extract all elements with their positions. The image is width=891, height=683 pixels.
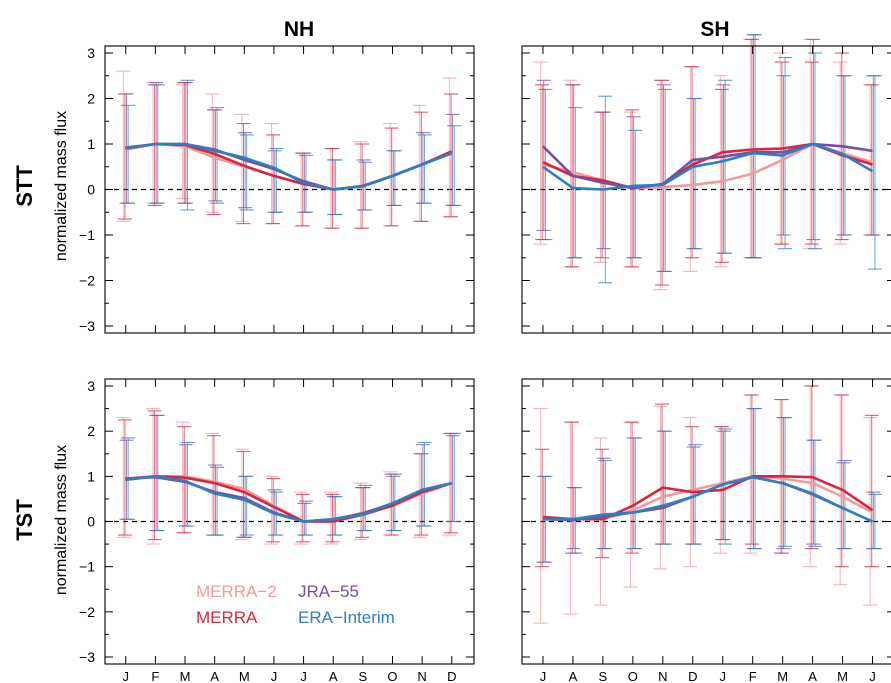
- y-tick-label: −2: [79, 273, 95, 289]
- x-tick-label: O: [628, 669, 638, 683]
- y-tick-label: 2: [87, 423, 95, 439]
- x-tick-label: F: [151, 669, 159, 683]
- x-tick-label: D: [447, 669, 456, 683]
- series-line-era-interim: [125, 142, 453, 191]
- col-title-sh: SH: [700, 18, 729, 41]
- row-title-tst: TST: [12, 499, 37, 541]
- legend: MERRA−2 JRA−55 MERRA ERA−Interim: [196, 582, 395, 627]
- legend-jra55: JRA−55: [298, 582, 359, 601]
- x-tick-label: A: [808, 669, 817, 683]
- legend-merra2: MERRA−2: [196, 582, 277, 601]
- y-tick-label: 2: [87, 91, 95, 107]
- y-tick-label: −1: [79, 559, 95, 575]
- y-tick-label: 0: [87, 182, 95, 198]
- row-title-stt: STT: [12, 165, 37, 207]
- x-tick-label: M: [239, 669, 250, 683]
- x-tick-label: M: [777, 669, 788, 683]
- series-line-merra: [125, 474, 453, 523]
- x-tick-label: S: [359, 669, 368, 683]
- x-tick-label: N: [658, 669, 667, 683]
- x-tick-label: J: [300, 669, 307, 683]
- series-line-merra-2: [542, 142, 873, 190]
- series-line-jra-55: [125, 142, 453, 191]
- x-tick-label: F: [749, 669, 757, 683]
- y-tick-label: 3: [87, 378, 95, 394]
- x-tick-label: D: [688, 669, 697, 683]
- x-tick-label: N: [417, 669, 426, 683]
- panel-stt-sh: [521, 34, 891, 334]
- x-tick-label: J: [271, 669, 278, 683]
- ylabel-tst: normalized mass flux: [53, 445, 70, 595]
- x-tick-label: M: [180, 669, 191, 683]
- y-tick-label: −3: [79, 318, 95, 334]
- legend-era-interim: ERA−Interim: [298, 608, 395, 627]
- y-tick-label: 1: [87, 468, 95, 484]
- x-tick-label: O: [387, 669, 397, 683]
- x-tick-label: S: [599, 669, 608, 683]
- series-line-era-interim: [125, 474, 453, 523]
- legend-merra: MERRA: [196, 608, 258, 627]
- series-line-era-interim: [543, 475, 874, 523]
- series-line-merra-2: [125, 142, 453, 191]
- y-tick-label: 0: [87, 514, 95, 530]
- x-tick-label: M: [837, 669, 848, 683]
- y-tick-label: 1: [87, 136, 95, 152]
- series-line-era-interim: [542, 142, 874, 191]
- x-tick-label: J: [122, 669, 129, 683]
- panel-tst-nh: −3 −2 −1 0 1 2 3 J F M A M J J A S O N D: [79, 378, 475, 683]
- x-tick-label: A: [329, 669, 338, 683]
- y-tick-label: 3: [87, 45, 95, 61]
- x-tick-label: J: [719, 669, 726, 683]
- x-tick-label: A: [210, 669, 219, 683]
- ylabel-stt: normalized mass flux: [53, 111, 70, 261]
- y-tick-label: −1: [79, 227, 95, 243]
- y-tick-label: −3: [79, 649, 95, 665]
- series-line-merra: [125, 142, 453, 191]
- x-tick-label: J: [869, 669, 876, 683]
- y-tick-label: −2: [79, 604, 95, 620]
- series-line-jra-55: [542, 142, 873, 190]
- x-tick-label: A: [569, 669, 578, 683]
- col-title-nh: NH: [284, 18, 314, 41]
- panel-stt-nh: −3 −2 −1 0 1 2 3: [79, 45, 475, 334]
- x-tick-label: J: [540, 669, 547, 683]
